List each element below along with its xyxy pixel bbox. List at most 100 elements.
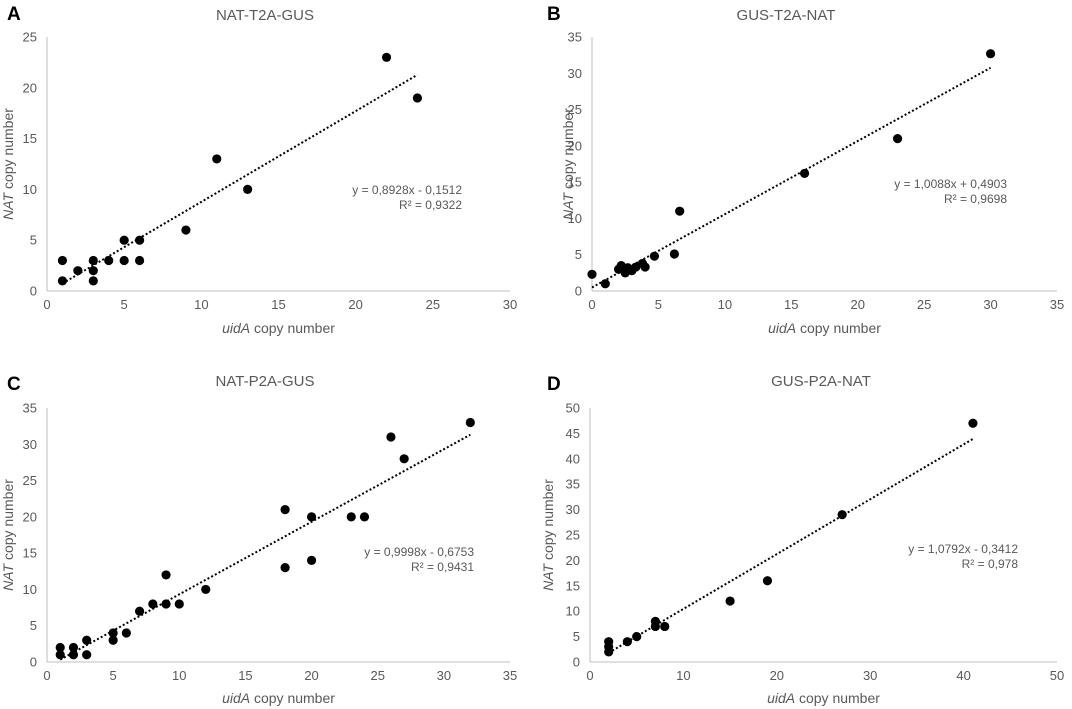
y-tick-label: 0 (573, 655, 580, 670)
x-tick-label: 5 (655, 297, 662, 312)
y-axis-label: NAT copy number (560, 108, 576, 220)
data-point (649, 251, 660, 261)
y-axis-label: NAT copy number (540, 479, 556, 591)
y-axis-label-italic: NAT (0, 191, 16, 219)
chart-title: GUS-P2A-NAT (771, 373, 871, 390)
x-axis-label-italic: uidA (222, 690, 250, 706)
data-point (306, 555, 317, 566)
trendline (608, 438, 974, 654)
y-tick-label: 20 (23, 509, 37, 524)
trendline-equation: y = 0,8928x - 0,1512 (352, 183, 462, 197)
x-axis-label-rest: copy number (795, 690, 880, 706)
r-squared: R² = 0,9322 (399, 198, 462, 212)
data-point (465, 417, 475, 428)
y-axis-label-italic: NAT (560, 191, 576, 219)
panel-b: B GUS-T2A-NAT 0 5 10 15 20 25 30 35 0 5 10 15 20 25 30 35… (547, 4, 1064, 336)
y-axis-label-italic: NAT (0, 562, 16, 590)
chart-title: GUS-T2A-NAT (737, 7, 836, 24)
data-point (135, 235, 145, 245)
panel-label: D (547, 374, 561, 395)
data-point (212, 154, 222, 164)
y-tick-label: 15 (23, 546, 37, 561)
chart-title: NAT-P2A-GUS (216, 373, 315, 390)
y-tick-label: 30 (568, 66, 582, 81)
y-tick-label: 35 (568, 30, 582, 45)
data-point (161, 570, 171, 580)
x-tick-label: 10 (194, 297, 208, 312)
trendline-equation: y = 1,0088x + 0,4903 (894, 177, 1007, 191)
data-point (799, 168, 810, 179)
data-point (346, 512, 356, 522)
data-point (82, 635, 92, 645)
trendline (61, 73, 418, 285)
x-tick-label: 40 (956, 668, 970, 683)
y-tick-label: 10 (566, 604, 580, 619)
x-tick-label: 10 (172, 668, 186, 683)
chart-title: NAT-T2A-GUS (216, 7, 314, 24)
y-axis-label-rest: copy number (0, 108, 16, 193)
trendline-equation: y = 0,9998x - 0,6753 (364, 545, 474, 559)
x-axis-label-rest: copy number (250, 320, 335, 336)
r-squared: R² = 0,9431 (411, 560, 474, 574)
x-tick-label: 25 (917, 297, 931, 312)
data-point (55, 650, 65, 660)
x-tick-label: 15 (238, 668, 252, 683)
x-tick-label: 35 (503, 668, 517, 683)
x-axis-label: uidA copy number (768, 320, 881, 336)
panel-label: C (7, 374, 21, 395)
x-tick-label: 25 (426, 297, 440, 312)
x-tick-label: 5 (110, 668, 117, 683)
y-axis-label-rest: copy number (0, 479, 16, 564)
data-point (148, 599, 158, 609)
y-axis-label: NAT copy number (0, 479, 16, 591)
x-tick-label: 15 (784, 297, 798, 312)
x-tick-label: 20 (770, 668, 784, 683)
data-point (306, 512, 317, 522)
x-tick-label: 30 (863, 668, 877, 683)
y-tick-label: 45 (566, 426, 580, 441)
x-axis-label: uidA copy number (767, 690, 880, 706)
data-point (88, 266, 98, 276)
y-tick-label: 30 (23, 437, 37, 452)
data-point (381, 52, 392, 62)
x-tick-label: 0 (586, 668, 593, 683)
data-point (104, 255, 114, 266)
y-tick-label: 5 (573, 629, 580, 644)
data-point (359, 512, 370, 522)
x-axis-label-rest: copy number (796, 320, 881, 336)
y-tick-label: 20 (566, 553, 580, 568)
y-axis-label-rest: copy number (560, 108, 576, 193)
data-point (675, 206, 685, 216)
y-tick-label: 5 (30, 233, 37, 248)
y-tick-label: 0 (30, 655, 37, 670)
data-point (985, 49, 996, 59)
data-point (55, 642, 65, 653)
x-tick-label: 10 (676, 668, 690, 683)
y-tick-label: 20 (568, 138, 582, 153)
y-tick-label: 10 (23, 582, 37, 597)
y-tick-label: 15 (566, 578, 580, 593)
data-point (201, 584, 211, 595)
x-tick-label: 0 (588, 297, 595, 312)
data-point (660, 621, 670, 632)
y-tick-label: 25 (23, 473, 37, 488)
data-point (837, 510, 847, 520)
x-axis-label-italic: uidA (768, 320, 796, 336)
data-point (135, 255, 145, 266)
data-point (968, 418, 978, 428)
r-squared: R² = 0,978 (962, 557, 1019, 571)
data-point (73, 266, 83, 276)
data-point (181, 225, 191, 235)
x-axis-label-italic: uidA (222, 320, 250, 336)
y-tick-label: 25 (23, 30, 37, 45)
data-point (174, 599, 184, 609)
y-tick-label: 5 (30, 618, 37, 633)
data-point (68, 650, 79, 660)
data-point (121, 628, 131, 638)
y-tick-label: 10 (23, 182, 37, 197)
data-point (88, 276, 98, 286)
y-tick-label: 40 (566, 451, 580, 466)
x-tick-label: 10 (718, 297, 732, 312)
panel-d: D GUS-P2A-NAT 0 10 20 30 40 50 0 5 10 15 20 25 30 35 40 4… (540, 373, 1064, 706)
